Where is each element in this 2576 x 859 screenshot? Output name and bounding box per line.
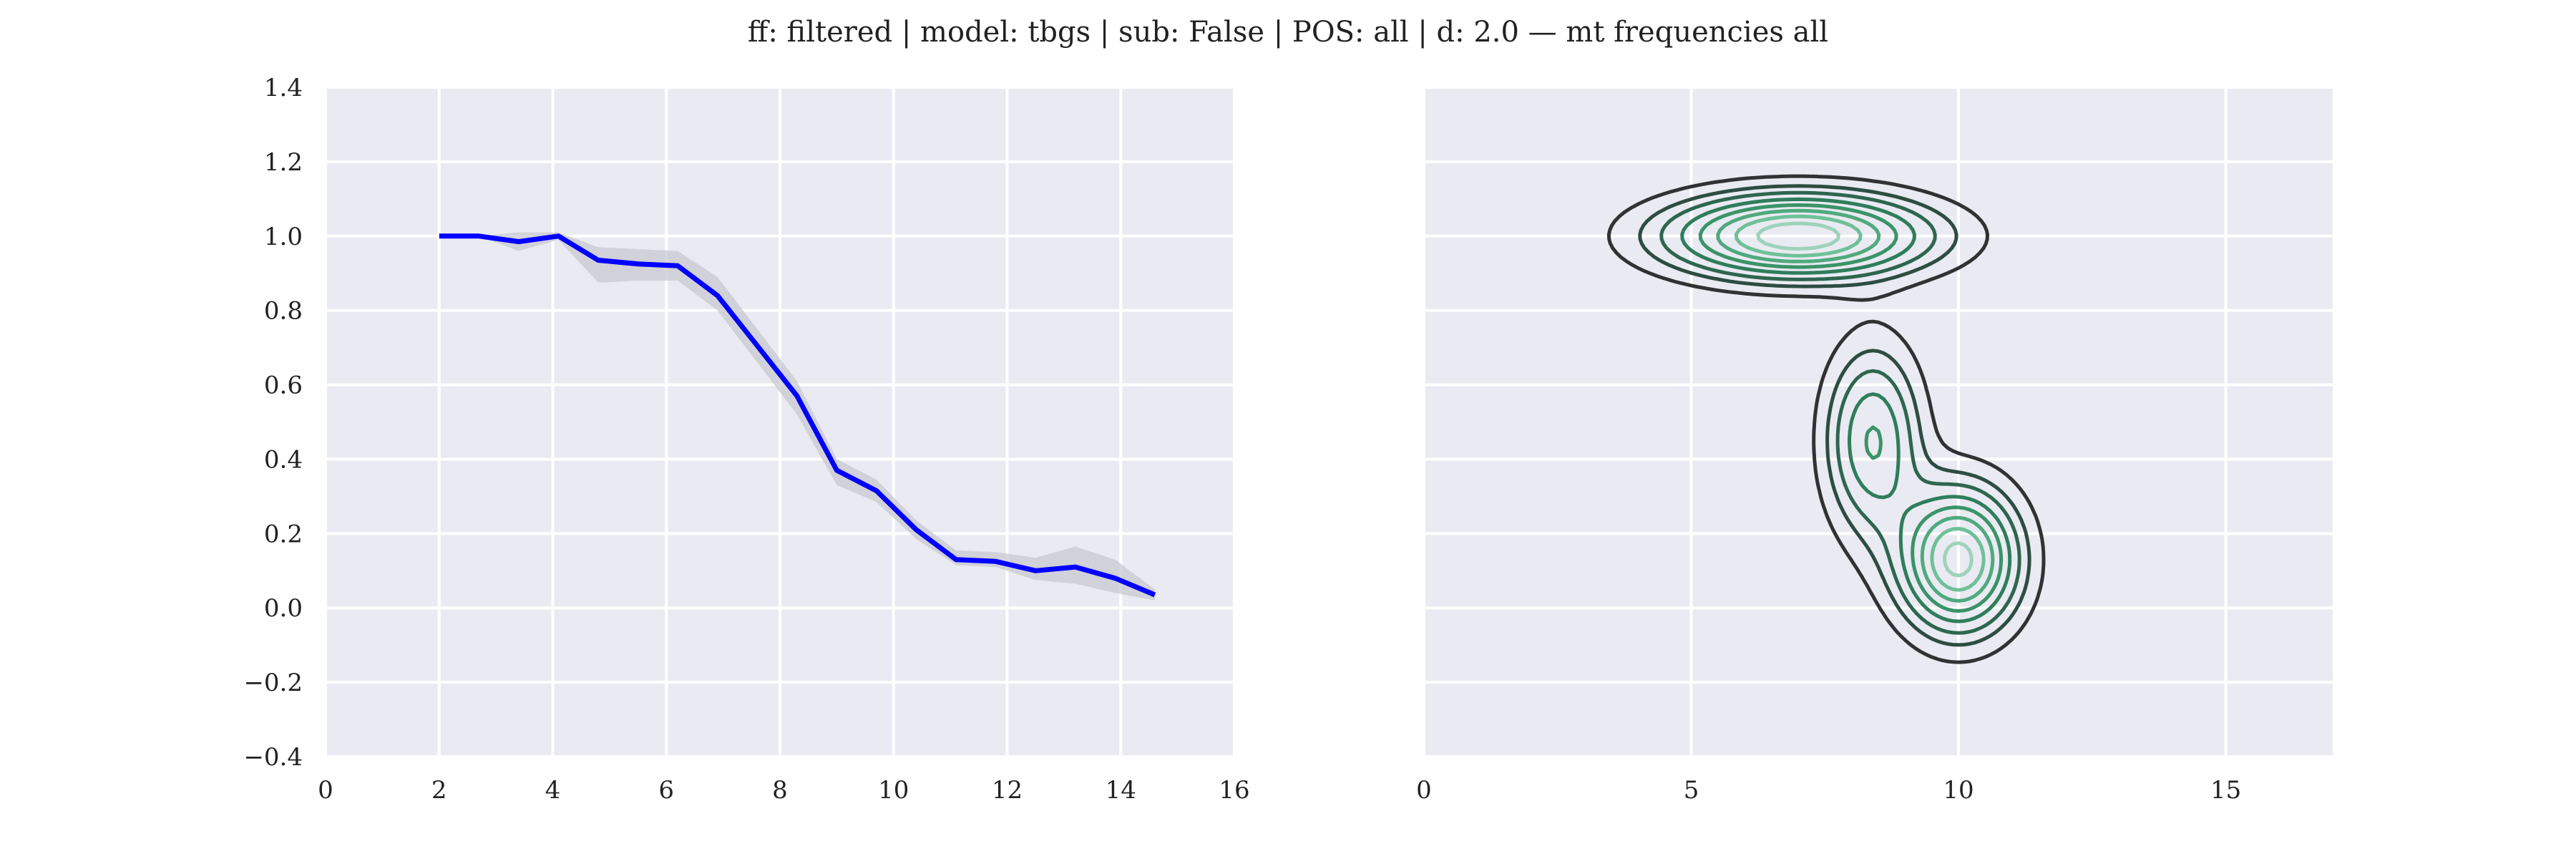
x-tick-label: 10 xyxy=(878,776,909,805)
x-tick-label: 15 xyxy=(2210,776,2241,805)
y-tick-label: −0.2 xyxy=(243,669,303,697)
y-tick-label: −0.4 xyxy=(243,743,303,772)
confidence-band xyxy=(439,232,1155,601)
contour-chart-panel: 0 5 10 15 xyxy=(1416,86,2333,805)
x-tick-label: 0 xyxy=(318,776,333,805)
contour-chart-plot-area xyxy=(1424,87,2333,757)
x-tick-label: 2 xyxy=(431,776,447,805)
contour-level-8 xyxy=(1756,221,1974,578)
line-chart-x-tick-labels: 0 2 4 6 8 10 12 14 16 xyxy=(318,776,1249,805)
series-line xyxy=(439,233,1156,598)
x-tick-label: 6 xyxy=(658,776,674,805)
x-tick-label: 12 xyxy=(992,776,1023,805)
density-contours xyxy=(1606,174,2046,664)
y-tick-label: 1.0 xyxy=(264,223,303,251)
x-tick-label: 16 xyxy=(1219,776,1249,805)
y-tick-label: 0.4 xyxy=(264,445,303,474)
contour-level-4 xyxy=(1680,197,2012,623)
contour-level-3 xyxy=(1659,190,2021,635)
figure-title: ff: filtered | model: tbgs | sub: False … xyxy=(748,16,1828,49)
x-tick-label: 4 xyxy=(545,776,561,805)
x-tick-label: 8 xyxy=(772,776,788,805)
contour-level-5 xyxy=(1698,203,2004,613)
x-tick-label: 5 xyxy=(1684,776,1699,805)
x-tick-label: 0 xyxy=(1416,776,1432,805)
x-tick-label: 14 xyxy=(1106,776,1136,805)
y-tick-label: 0.6 xyxy=(264,372,303,400)
contour-level-7 xyxy=(1734,214,1986,592)
contour-chart-x-tick-labels: 0 5 10 15 xyxy=(1416,776,2241,805)
y-tick-label: 1.2 xyxy=(264,148,303,177)
line-chart-panel: 0 2 4 6 8 10 12 14 16 −0.4 −0.2 0.0 0.2 0.4 0.6 0.8 1.0… xyxy=(243,74,1249,805)
x-tick-label: 10 xyxy=(1943,776,1974,805)
y-tick-label: 0.8 xyxy=(264,297,303,326)
line-chart-y-tick-labels: −0.4 −0.2 0.0 0.2 0.4 0.6 0.8 1.0 1.2 1.4 xyxy=(243,74,303,772)
y-tick-label: 0.2 xyxy=(264,520,303,548)
y-tick-label: 1.4 xyxy=(264,74,303,102)
contour-level-1 xyxy=(1606,174,2046,664)
contour-level-6 xyxy=(1716,208,1995,603)
contour-level-2 xyxy=(1638,184,2031,647)
y-tick-label: 0.0 xyxy=(264,594,303,623)
